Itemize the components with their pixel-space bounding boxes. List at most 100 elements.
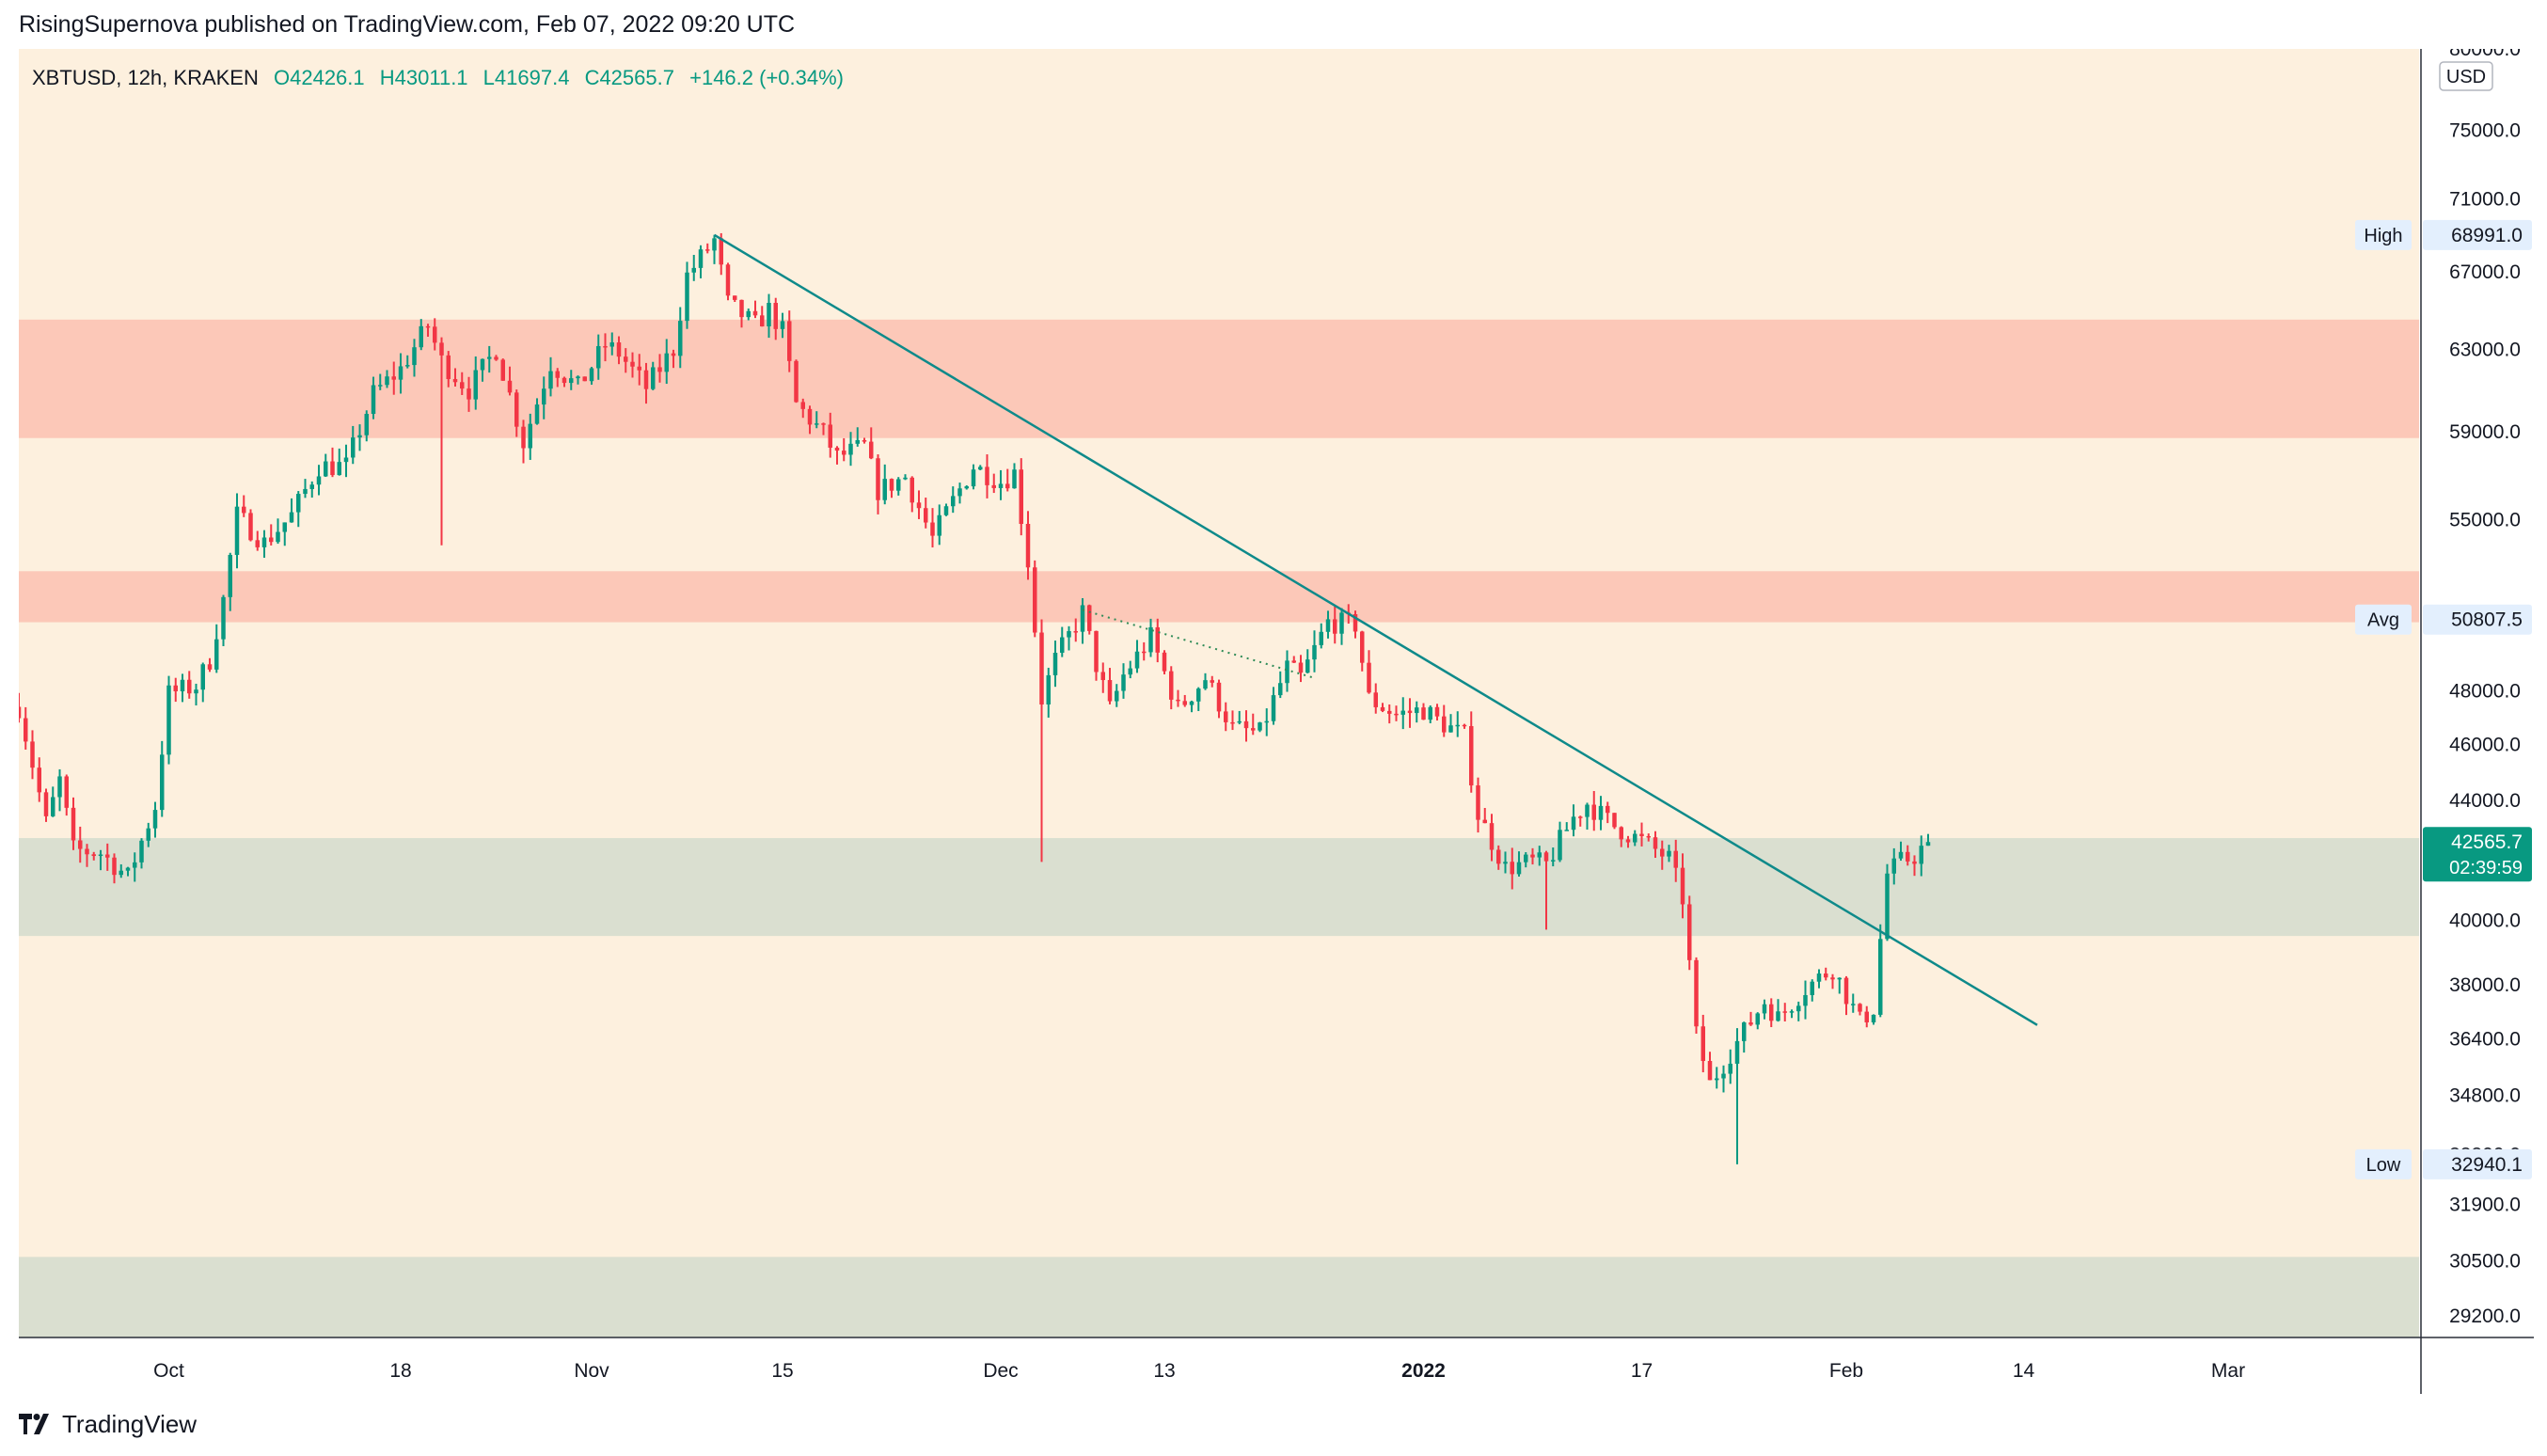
candle-body xyxy=(876,458,880,500)
candle-body xyxy=(603,346,608,348)
candle-body xyxy=(576,376,580,379)
candle xyxy=(85,844,89,867)
candle-body xyxy=(1162,652,1167,672)
candle xyxy=(1482,807,1487,824)
high-label-bg xyxy=(2355,219,2412,250)
candle-body xyxy=(1400,710,1405,715)
candle-body xyxy=(1830,977,1835,980)
candle xyxy=(1591,790,1596,831)
candle xyxy=(1196,687,1201,712)
candle xyxy=(848,432,853,467)
candle-body xyxy=(616,342,622,357)
candle xyxy=(1564,822,1569,831)
candle xyxy=(139,838,144,869)
candle-body xyxy=(733,295,737,300)
candle-body xyxy=(1264,720,1269,723)
candle-body xyxy=(1387,710,1392,714)
x-tick-label: Nov xyxy=(574,1360,609,1382)
candle-body xyxy=(678,321,683,356)
last-price-bg xyxy=(2423,827,2532,882)
candle xyxy=(343,444,349,478)
candle xyxy=(1033,560,1037,638)
candle-body xyxy=(460,382,465,389)
candle-body xyxy=(1237,720,1242,723)
candle-body xyxy=(139,840,144,863)
candle-body xyxy=(1489,823,1495,850)
candle-body xyxy=(1694,959,1699,1027)
candle xyxy=(725,262,731,301)
candle xyxy=(930,508,935,548)
candle xyxy=(1203,673,1208,690)
last-price-value: 42565.7 xyxy=(2451,831,2523,853)
candle xyxy=(855,427,860,447)
candle xyxy=(1878,924,1883,1018)
candle-body xyxy=(269,537,274,543)
candle-body xyxy=(1291,660,1296,663)
candle-body xyxy=(1073,631,1078,633)
candle xyxy=(1762,999,1767,1020)
candle-body xyxy=(1715,1078,1719,1081)
candle-body xyxy=(1524,854,1528,863)
candle-body xyxy=(439,342,444,356)
candle xyxy=(37,757,41,802)
candle xyxy=(1148,618,1153,657)
candle xyxy=(657,354,662,383)
y-tick-label: 29200.0 xyxy=(2449,1306,2521,1327)
candle xyxy=(1707,1052,1713,1081)
candle-body xyxy=(1148,626,1153,653)
candle xyxy=(1646,833,1651,842)
currency-badge xyxy=(2439,61,2493,91)
x-tick-label: Feb xyxy=(1829,1360,1863,1382)
publisher-line: RisingSupernova published on TradingView… xyxy=(19,11,796,38)
candle-body xyxy=(160,754,165,811)
candle xyxy=(1087,604,1092,635)
candle xyxy=(30,730,35,780)
candle-body xyxy=(882,479,887,500)
candle-body xyxy=(555,371,560,378)
candle xyxy=(534,398,540,425)
candle-body xyxy=(1625,839,1631,843)
candle-body xyxy=(569,378,574,384)
candle-body xyxy=(1080,605,1085,632)
candle xyxy=(1291,656,1296,663)
candle-body xyxy=(1639,833,1644,836)
candle xyxy=(637,354,641,386)
candle xyxy=(1264,708,1269,736)
candle-body xyxy=(1885,873,1890,940)
candle xyxy=(1824,967,1828,981)
candle xyxy=(282,522,287,546)
candle xyxy=(487,345,492,373)
candle xyxy=(1776,999,1780,1022)
candle-body xyxy=(1551,860,1556,862)
candle xyxy=(255,530,260,551)
candle xyxy=(794,359,799,404)
legend-symbol: XBTUSD, 12h, KRAKEN xyxy=(32,66,259,89)
candle-body xyxy=(719,238,723,265)
candle xyxy=(51,786,55,817)
candle xyxy=(1155,618,1160,663)
price-axis-background xyxy=(2421,49,2534,1394)
candle-body xyxy=(1585,804,1590,817)
candle xyxy=(712,234,717,264)
dotted-trendline-2 xyxy=(1082,609,1315,679)
candle xyxy=(671,349,676,369)
candle xyxy=(1496,845,1501,870)
candle xyxy=(1025,511,1031,580)
candle xyxy=(937,504,941,546)
price-chart[interactable]: 80000.0 75000.0 71000.0 67000.0 63000.0 59000… xyxy=(19,49,2534,1394)
candle-body xyxy=(943,506,949,515)
candle xyxy=(514,389,519,437)
candle-body xyxy=(276,531,280,543)
candle xyxy=(1428,705,1432,723)
candle xyxy=(1005,468,1010,492)
candle xyxy=(705,243,710,254)
candle xyxy=(1353,610,1358,639)
chart-frame[interactable]: 80000.0 75000.0 71000.0 67000.0 63000.0 59000… xyxy=(19,49,2534,1394)
candle xyxy=(842,437,846,462)
candle-body xyxy=(494,356,498,360)
candle xyxy=(105,843,110,871)
candle-body xyxy=(248,513,253,541)
candle xyxy=(924,498,928,529)
candle-body xyxy=(1762,1004,1767,1014)
candle-body xyxy=(978,467,983,470)
